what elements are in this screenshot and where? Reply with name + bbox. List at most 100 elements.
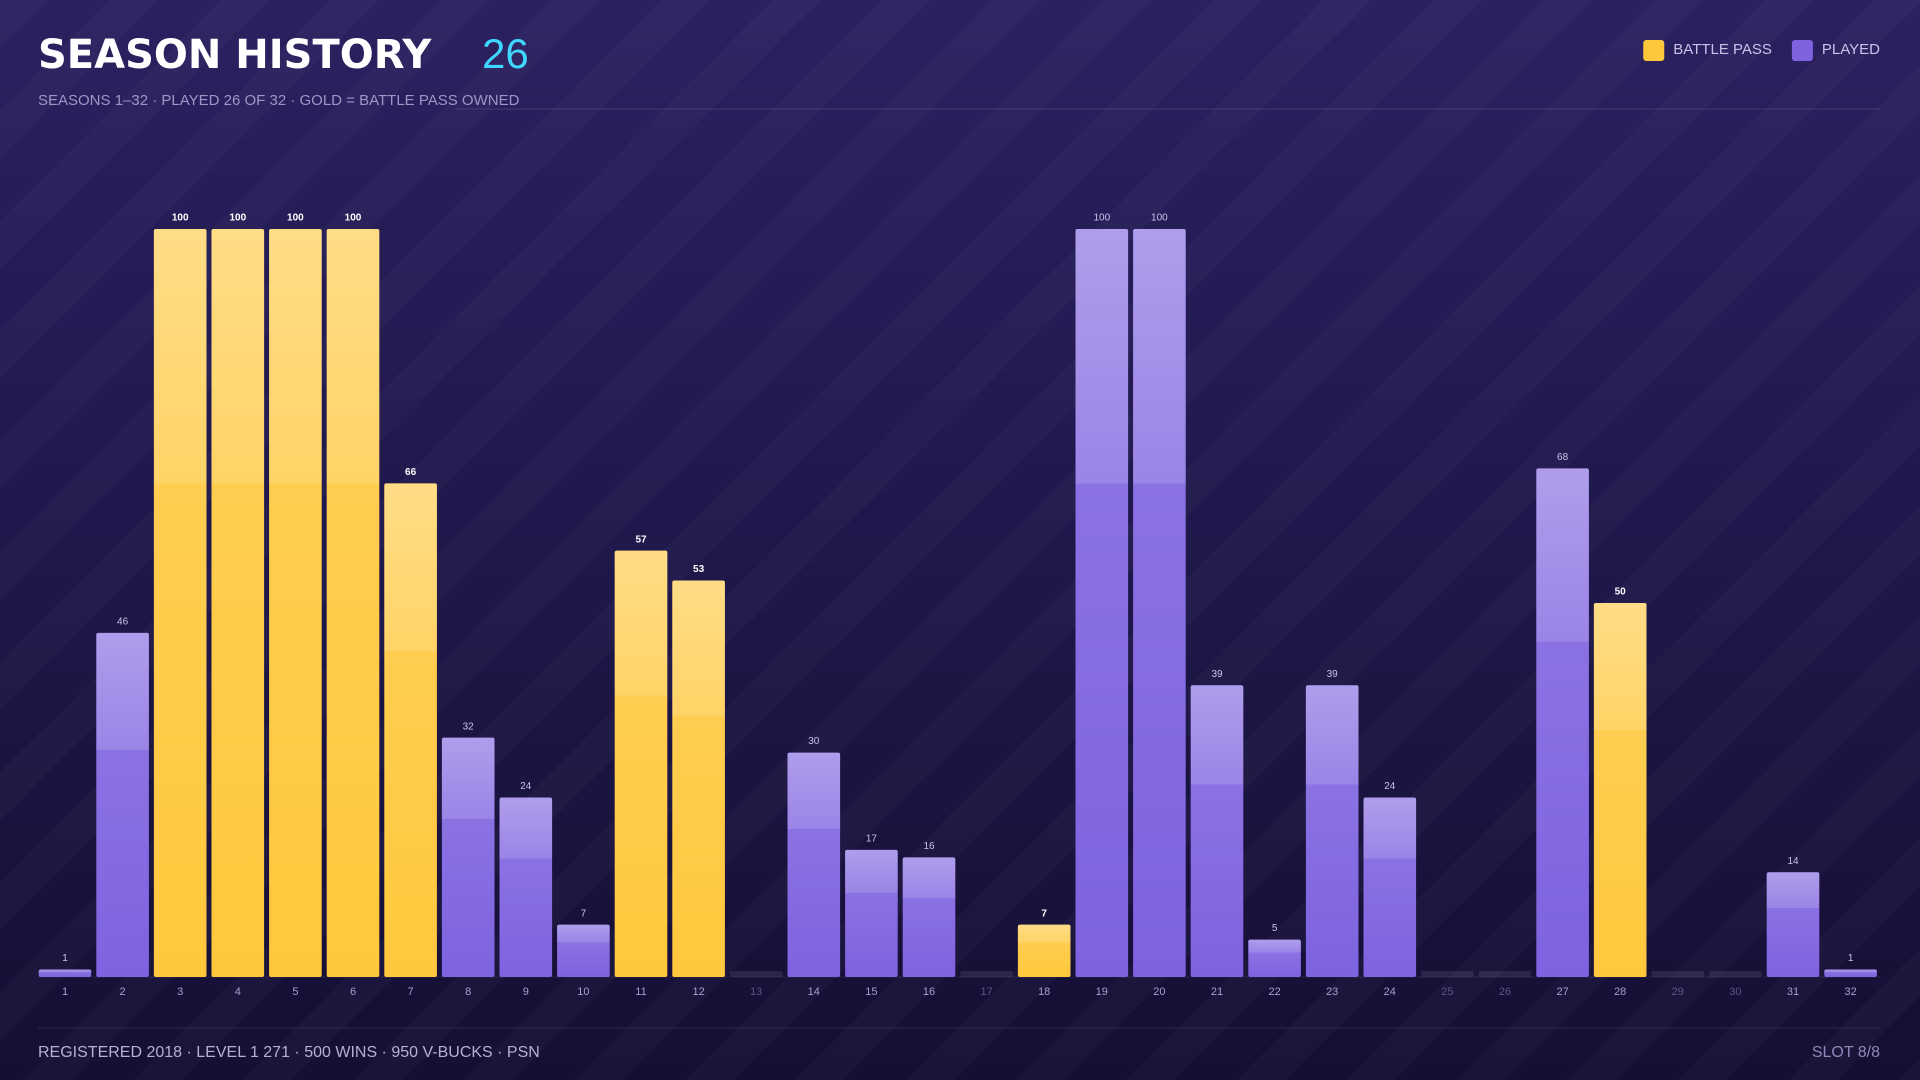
value-label: 16: [923, 841, 935, 852]
value-label: 1: [1848, 953, 1854, 964]
bar-highlight: [499, 797, 553, 977]
x-tick-label: 17: [980, 986, 992, 998]
x-tick-label: 6: [350, 986, 356, 998]
value-label: 46: [117, 617, 129, 628]
x-tick-label: 25: [1441, 986, 1453, 998]
subtitle: SEASONS 1–32 · PLAYED 26 OF 32 · GOLD = …: [38, 92, 520, 109]
x-tick-label: 22: [1268, 986, 1280, 998]
bar-highlight: [1075, 229, 1129, 977]
x-tick-label: 18: [1038, 986, 1050, 998]
value-label: 24: [520, 781, 532, 792]
x-tick-label: 11: [635, 986, 646, 998]
legend-swatch: [1643, 40, 1665, 61]
x-tick-label: 2: [120, 986, 126, 998]
bar-highlight: [845, 849, 898, 977]
bar-highlight: [96, 632, 149, 977]
legend-label: BATTLE PASS: [1673, 41, 1772, 58]
value-label: 32: [463, 721, 475, 732]
bar-highlight: [557, 924, 610, 977]
empty-season: [1421, 971, 1474, 977]
x-tick-label: 14: [808, 986, 820, 998]
value-label: 100: [1093, 213, 1110, 224]
bar-highlight: [211, 229, 265, 977]
x-tick-label: 7: [408, 986, 414, 998]
x-tick-label: 9: [523, 986, 529, 998]
x-tick-label: 13: [750, 986, 762, 998]
x-tick-label: 27: [1556, 986, 1568, 998]
value-label: 66: [405, 467, 417, 478]
x-tick-label: 4: [235, 986, 241, 998]
bar-highlight: [38, 969, 92, 977]
x-tick-label: 20: [1153, 986, 1165, 998]
value-label: 7: [581, 908, 587, 919]
value-label: 39: [1327, 669, 1339, 680]
bar-highlight: [153, 229, 207, 977]
bar-highlight: [1248, 939, 1301, 977]
x-tick-label: 31: [1787, 986, 1799, 998]
bar-highlight: [1305, 685, 1359, 977]
legend-label: PLAYED: [1822, 41, 1880, 58]
bar-highlight: [1593, 603, 1647, 977]
x-tick-label: 1: [62, 986, 68, 998]
legend-swatch: [1791, 40, 1813, 61]
x-tick-label: 23: [1326, 986, 1338, 998]
x-tick-label: 29: [1672, 986, 1684, 998]
empty-season: [1651, 971, 1705, 977]
value-label: 7: [1041, 908, 1047, 919]
bar-highlight: [1017, 924, 1071, 977]
value-label: 100: [1151, 213, 1168, 224]
x-tick-label: 15: [865, 986, 877, 998]
bar-highlight: [1766, 872, 1820, 977]
bar-highlight: [787, 752, 841, 977]
bar-highlight: [672, 580, 725, 977]
bar-highlight: [614, 550, 668, 977]
value-label: 100: [172, 213, 189, 224]
x-tick-label: 12: [692, 986, 704, 998]
title: SEASON HISTORY: [38, 32, 432, 78]
bar-highlight: [1824, 969, 1877, 977]
empty-season: [1709, 971, 1762, 977]
bar-highlight: [1536, 468, 1589, 977]
value-label: 1: [62, 953, 68, 964]
bar-highlight: [384, 483, 437, 977]
empty-season: [729, 971, 783, 977]
bar-highlight: [1190, 685, 1244, 977]
value-label: 14: [1787, 856, 1799, 867]
x-tick-label: 16: [923, 986, 935, 998]
x-tick-label: 21: [1211, 986, 1223, 998]
footer-info: REGISTERED 2018 · LEVEL 1 271 · 500 WINS…: [38, 1044, 540, 1061]
value-label: 50: [1615, 587, 1627, 598]
bar-highlight: [269, 229, 322, 977]
bar-highlight: [1133, 229, 1186, 977]
value-label: 100: [287, 213, 304, 224]
x-tick-label: 8: [465, 986, 471, 998]
bar-highlight: [441, 737, 495, 977]
bar-highlight: [326, 229, 380, 977]
empty-season: [960, 971, 1013, 977]
value-label: 53: [693, 564, 705, 575]
value-label: 30: [808, 736, 820, 747]
value-label: 5: [1272, 923, 1278, 934]
title-count: 26: [482, 30, 529, 77]
value-label: 68: [1557, 452, 1569, 463]
value-label: 39: [1211, 669, 1223, 680]
x-tick-label: 30: [1729, 986, 1741, 998]
value-label: 100: [345, 213, 362, 224]
x-tick-label: 26: [1499, 986, 1511, 998]
x-tick-label: 3: [177, 986, 183, 998]
value-label: 100: [229, 213, 246, 224]
x-tick-label: 28: [1614, 986, 1626, 998]
x-tick-label: 19: [1096, 986, 1108, 998]
x-tick-label: 32: [1844, 986, 1856, 998]
value-label: 17: [866, 833, 878, 844]
x-tick-label: 24: [1384, 986, 1396, 998]
bar-highlight: [1363, 797, 1417, 977]
value-label: 57: [635, 534, 647, 545]
value-label: 24: [1384, 781, 1396, 792]
empty-season: [1478, 971, 1532, 977]
bar-highlight: [902, 857, 956, 977]
x-tick-label: 10: [577, 986, 589, 998]
slot-info: SLOT 8/8: [1812, 1044, 1880, 1061]
x-tick-label: 5: [292, 986, 298, 998]
